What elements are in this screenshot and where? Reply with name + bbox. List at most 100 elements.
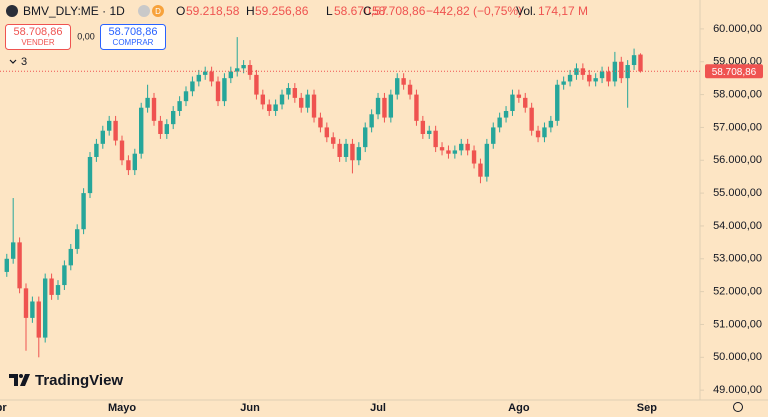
high-label: H xyxy=(246,4,255,18)
candle-body xyxy=(132,153,138,171)
candle-body xyxy=(273,104,278,112)
volume-label: Vol. xyxy=(516,4,536,18)
indicators-count[interactable]: 3 xyxy=(21,56,27,68)
candle-body xyxy=(478,163,483,177)
settings-icon[interactable] xyxy=(733,402,743,412)
candle-body xyxy=(177,101,182,112)
candle-body xyxy=(548,120,554,128)
candle-body xyxy=(318,117,323,128)
candle-body xyxy=(292,88,298,98)
candle-body xyxy=(587,74,592,82)
close-label: C xyxy=(363,4,372,18)
brand: TradingView xyxy=(35,372,123,389)
candle-body xyxy=(42,278,48,338)
y-tick-label: 57.000,00 xyxy=(713,121,762,133)
candle-body xyxy=(369,114,374,128)
y-tick-label: 52.000,00 xyxy=(713,286,762,298)
last-price-tag xyxy=(705,64,763,79)
y-tick-label: 59.000,00 xyxy=(713,56,762,68)
candle-body xyxy=(523,97,528,108)
candle-body xyxy=(388,94,394,118)
x-tick-label: Mayo xyxy=(108,402,136,414)
candle-body xyxy=(81,193,86,230)
spread: 0,00 xyxy=(77,31,95,41)
candle-body xyxy=(593,78,598,82)
brand-logo xyxy=(9,374,30,386)
x-tick-label: Jul xyxy=(370,402,386,414)
candle-body xyxy=(10,242,16,259)
candle-body xyxy=(286,88,291,95)
candle-body xyxy=(535,130,541,138)
candle-body xyxy=(190,81,195,92)
candle-body xyxy=(363,127,368,148)
candle-body xyxy=(209,71,214,82)
candle-body xyxy=(331,137,336,144)
candle-body xyxy=(106,120,112,131)
y-tick-label: 58.000,00 xyxy=(713,88,762,100)
y-tick-label: 50.000,00 xyxy=(713,351,762,363)
candle-body xyxy=(196,74,202,82)
candle-body xyxy=(433,130,438,148)
candle-body xyxy=(356,147,362,161)
candle-body xyxy=(139,107,144,154)
candle-body xyxy=(203,71,208,75)
candle-body xyxy=(484,143,490,177)
candle-body xyxy=(395,78,400,95)
sell-button[interactable] xyxy=(5,24,71,50)
candle-body xyxy=(17,242,22,289)
x-tick-label: Sep xyxy=(637,402,657,414)
candle-body xyxy=(343,143,349,157)
candle-body xyxy=(612,61,618,82)
candle-body xyxy=(459,143,464,151)
candle-body xyxy=(299,97,304,108)
candle-body xyxy=(606,71,611,82)
candle-body xyxy=(119,140,125,161)
candle-body xyxy=(516,94,522,98)
candle-body xyxy=(471,150,477,164)
candle-body xyxy=(36,301,41,338)
candle-body xyxy=(561,81,566,85)
candle-body xyxy=(311,94,317,118)
y-tick-label: 54.000,00 xyxy=(713,220,762,232)
candle-body xyxy=(619,61,624,79)
candle-body xyxy=(30,301,35,318)
brand-logo-dot xyxy=(19,374,23,378)
candle-body xyxy=(503,111,509,118)
candle-body xyxy=(567,74,573,82)
candle-body xyxy=(382,97,387,118)
candle-body xyxy=(151,97,157,121)
candle-body xyxy=(145,97,150,108)
candle-body xyxy=(49,278,54,295)
symbol-icon[interactable] xyxy=(6,5,18,17)
candle-body xyxy=(350,143,355,161)
candle-body xyxy=(215,81,221,102)
candle-body xyxy=(113,120,118,141)
candle-body xyxy=(631,55,637,66)
low-label: L xyxy=(326,4,333,18)
candle-body xyxy=(446,150,451,154)
candle-body xyxy=(555,84,560,121)
change: −442,82 (−0,75%) xyxy=(426,4,522,18)
candle-body xyxy=(4,258,9,272)
candle-body xyxy=(510,94,515,112)
high-value: 59.256,86 xyxy=(255,4,309,18)
candle-body xyxy=(375,97,381,115)
candle-body xyxy=(305,94,310,108)
candle-body xyxy=(337,143,342,157)
candle-body xyxy=(407,84,413,95)
candle-body xyxy=(94,143,99,157)
symbol[interactable]: BMV_DLY:ME · 1D xyxy=(23,4,125,18)
buy-button[interactable] xyxy=(100,24,166,50)
candle-body xyxy=(414,94,419,121)
y-tick-label: 55.000,00 xyxy=(713,187,762,199)
last-price-label: 58.708,86 xyxy=(712,67,757,78)
y-tick-label: 60.000,00 xyxy=(713,23,762,35)
candle-body xyxy=(23,288,29,318)
candle-body xyxy=(241,65,246,69)
indicators-chevron[interactable] xyxy=(9,59,17,64)
candle-body xyxy=(267,104,272,112)
badge-text: D xyxy=(155,7,161,16)
candle-body xyxy=(491,127,496,144)
candle-body xyxy=(235,68,240,72)
